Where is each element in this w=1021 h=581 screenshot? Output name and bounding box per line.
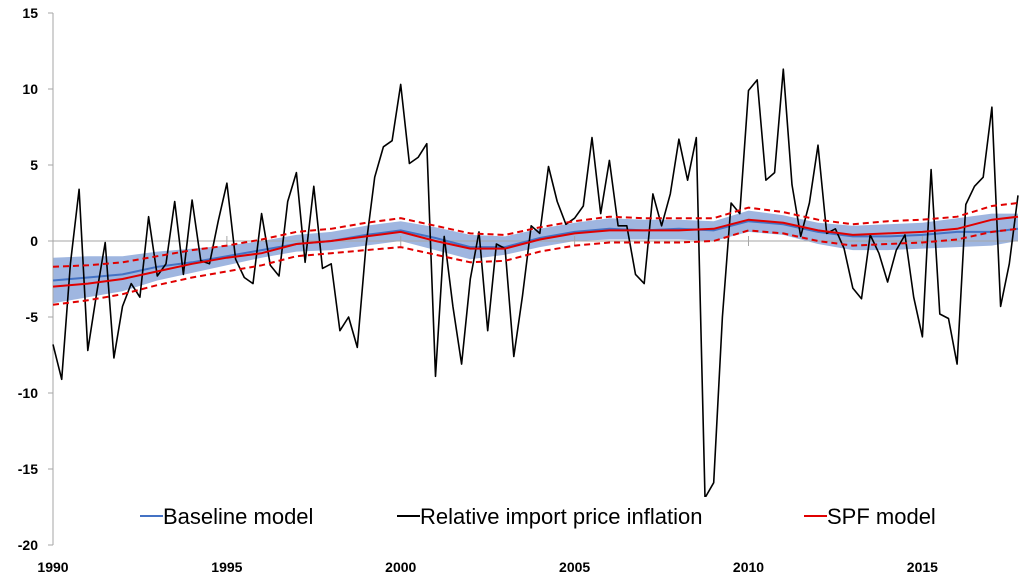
- import-price-inflation-line: [52, 68, 1019, 499]
- legend-label-spf: SPF model: [827, 504, 936, 529]
- y-tick-label: -15: [18, 461, 38, 477]
- baseline-confidence-band: [53, 210, 1018, 304]
- x-tick-label: 1995: [211, 559, 242, 575]
- y-tick-label: 0: [30, 233, 38, 249]
- baseline-band-area: [53, 210, 1018, 304]
- legend-label-import: Relative import price inflation: [420, 504, 702, 529]
- y-tick-label: 5: [30, 157, 38, 173]
- y-tick-label: -10: [18, 385, 38, 401]
- x-tick-label: 2005: [559, 559, 590, 575]
- x-tick-label: 2000: [385, 559, 416, 575]
- legend: Baseline model Relative import price inf…: [125, 497, 970, 537]
- legend-label-baseline: Baseline model: [163, 504, 313, 529]
- axes: [48, 12, 1018, 546]
- tick-labels: -20 -15 -10 -5 0 5 10 15 1990 1995 2000 2005 2010 201…: [18, 5, 938, 575]
- x-tick-label: 1990: [37, 559, 68, 575]
- x-tick-label: 2015: [907, 559, 938, 575]
- spf-lower-dashed-line: [52, 227, 1019, 306]
- legend-background: [125, 497, 970, 537]
- y-tick-label: 15: [22, 5, 38, 21]
- series-lines: [52, 68, 1019, 499]
- spf-upper-dashed-line: [52, 202, 1019, 268]
- y-tick-label: -20: [18, 537, 38, 553]
- spf-model-line: [52, 215, 1019, 288]
- y-tick-label: -5: [26, 309, 39, 325]
- baseline-model-line: [52, 220, 1019, 282]
- y-tick-label: 10: [22, 81, 38, 97]
- x-tick-label: 2010: [733, 559, 764, 575]
